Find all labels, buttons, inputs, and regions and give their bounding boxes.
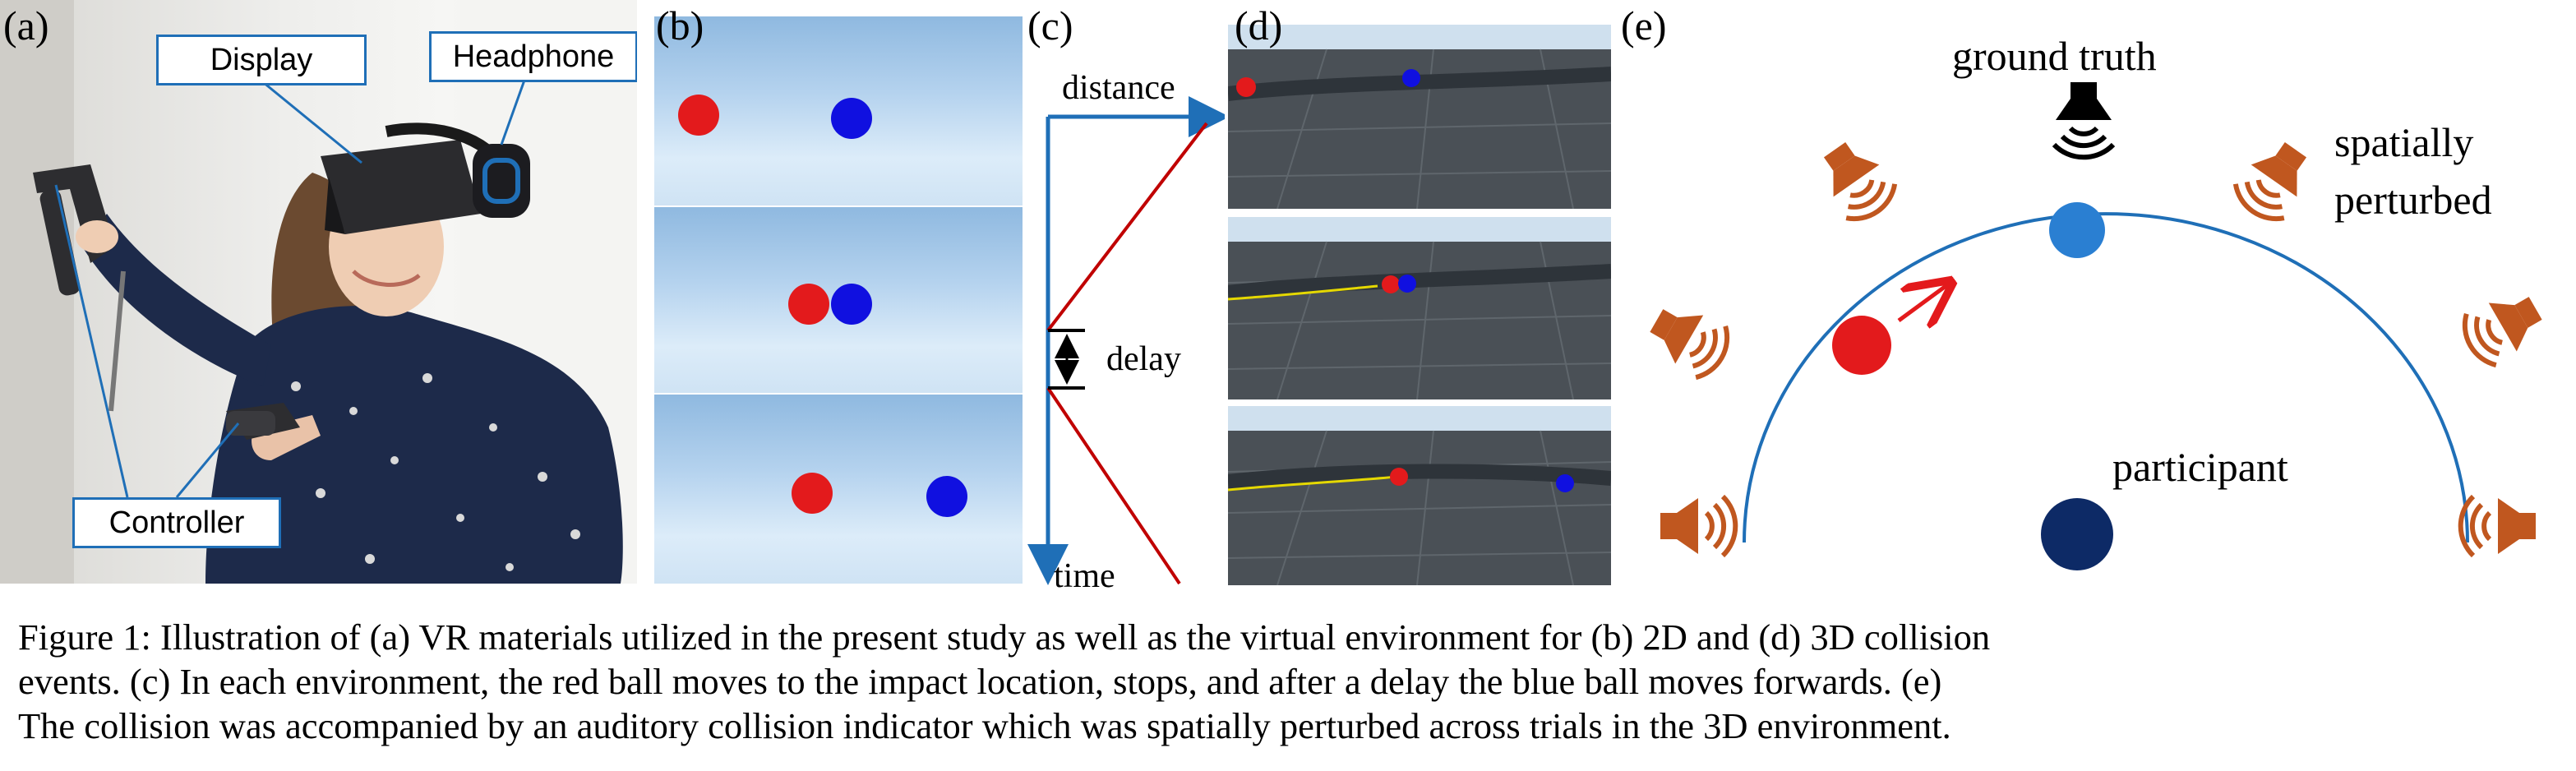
- figure-caption: Figure 1: Illustration of (a) VR materia…: [18, 615, 2563, 748]
- red-ball: [678, 95, 719, 136]
- blue-ball: [831, 98, 872, 139]
- ground-truth-speaker-icon: [2052, 82, 2116, 160]
- headphone-callout: Headphone: [429, 31, 637, 82]
- red-ball-trail: [1228, 284, 1378, 301]
- red-ball: [788, 284, 829, 325]
- ground-truth-ball: [2049, 202, 2105, 258]
- blue-ball: [926, 476, 967, 517]
- perturbed-speaker-icon-right-low: [2461, 496, 2536, 556]
- frame-3d-2-scene: [1228, 217, 1611, 399]
- frame-2d-2-balls: [788, 284, 872, 325]
- frame-3d-1-scene: [1228, 25, 1611, 209]
- participant-ball: [2041, 498, 2113, 570]
- sound-arc: [1743, 212, 2469, 543]
- panel-label-d: (d): [1235, 2, 1283, 48]
- red-ball: [1832, 316, 1891, 375]
- frame-2d-3: [654, 395, 1023, 584]
- caption-line-3: The collision was accompanied by an audi…: [18, 705, 1951, 746]
- frame-3d-1: [1228, 25, 1611, 209]
- blue-ball: [831, 284, 872, 325]
- caption-line-2: events. (c) In each environment, the red…: [18, 661, 1942, 702]
- participant-label: participant: [2112, 444, 2288, 490]
- frame-2d-3-balls: [792, 473, 967, 517]
- frame-3d-3: [1228, 406, 1611, 585]
- frame-3d-2: [1228, 217, 1611, 399]
- frame-2d-2: [654, 207, 1023, 393]
- perturbed-speaker-icon-right-high: [2228, 133, 2320, 229]
- red-ball: [1382, 275, 1400, 293]
- figure-1: Display Headphone Controller (a) (b) (c): [0, 0, 2576, 595]
- red-ball-trail: [1228, 475, 1398, 492]
- perturbed-label: perturbed: [2334, 177, 2492, 223]
- panel-label-a: (a): [3, 2, 49, 48]
- time-label: time: [1054, 557, 1115, 595]
- red-ball-trajectory: [1046, 122, 1208, 332]
- delay-label: delay: [1106, 340, 1181, 378]
- blue-ball: [1402, 69, 1420, 87]
- blue-ball-trajectory: [1046, 386, 1181, 585]
- spatially-label: spatially: [2334, 119, 2473, 165]
- ground-truth-label: ground truth: [1952, 33, 2157, 79]
- blue-ball: [1398, 275, 1416, 293]
- auditory-indicator-diagram: ground truth spatially perturbed partici…: [1619, 33, 2576, 570]
- perturbed-speaker-icon-left-low: [1660, 496, 1735, 556]
- panel-label-c: (c): [1027, 2, 1073, 48]
- frame-2d-1-balls: [678, 95, 872, 139]
- motion-arrow: [1897, 284, 1948, 321]
- blue-ball: [1556, 474, 1574, 492]
- perturbed-speaker-icon-left-high: [1811, 133, 1902, 229]
- frame-3d-3-scene: [1228, 406, 1611, 585]
- display-callout: Display: [156, 35, 367, 85]
- red-ball: [1236, 77, 1256, 97]
- red-ball: [1390, 468, 1408, 486]
- callout-leader-lines: [54, 75, 528, 498]
- panel-label-e: (e): [1621, 2, 1667, 48]
- red-ball: [792, 473, 833, 514]
- panel-label-b: (b): [656, 2, 704, 48]
- controller-callout: Controller: [72, 497, 281, 548]
- caption-line-1: Figure 1: Illustration of (a) VR materia…: [18, 616, 1991, 658]
- participant-with-headset-illustration: [0, 0, 637, 584]
- vr-materials-photo: Display Headphone Controller: [0, 0, 637, 584]
- distance-time-diagram: distance delay time: [1027, 69, 1225, 595]
- perturbed-speaker-icon-left-mid: [1641, 295, 1736, 384]
- distance-label: distance: [1062, 69, 1175, 107]
- perturbed-speaker-icon-right-mid: [2456, 283, 2551, 372]
- frame-2d-1: [654, 16, 1023, 205]
